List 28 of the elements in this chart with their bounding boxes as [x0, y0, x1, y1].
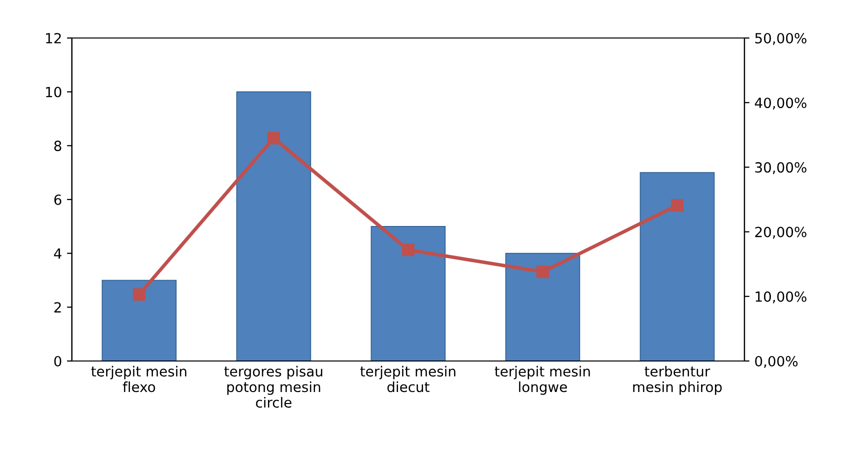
y2-tick-label: 0,00%: [755, 356, 798, 368]
point: [402, 244, 414, 256]
y-tick-label: 8: [54, 140, 62, 152]
x-tick-label: terjepit mesin diecut: [360, 366, 456, 392]
point: [267, 132, 280, 144]
bar: [370, 226, 446, 361]
y2-tick-label: 20,00%: [755, 226, 806, 239]
bar: [505, 252, 580, 361]
y-tick-label: 4: [54, 248, 62, 259]
y2-tick-label: 30,00%: [755, 162, 806, 174]
y2-tick-label: 10,00%: [756, 291, 806, 304]
x-tick-label: terjepit mesin flexo: [91, 366, 186, 392]
x-tick-label: tergores pisau potong mesin circle: [224, 366, 322, 408]
y2-tick-label: 50,00%: [755, 32, 806, 45]
bar: [102, 280, 177, 361]
y-tick-label: 10: [46, 86, 62, 98]
y-tick-label: 0: [54, 356, 62, 366]
bar: [236, 91, 312, 361]
y-tick-label: 2: [54, 302, 61, 312]
x-tick-label: terjepit mesin longwe: [494, 366, 590, 395]
point: [670, 199, 684, 212]
bar: [640, 172, 715, 361]
x-tick-label: terbentur mesin phirop: [633, 366, 722, 395]
y-tick-label: 6: [54, 194, 62, 205]
point: [536, 266, 549, 278]
y-tick-label: 12: [46, 32, 61, 44]
y2-tick-label: 40,00%: [754, 98, 806, 110]
point: [132, 288, 146, 301]
